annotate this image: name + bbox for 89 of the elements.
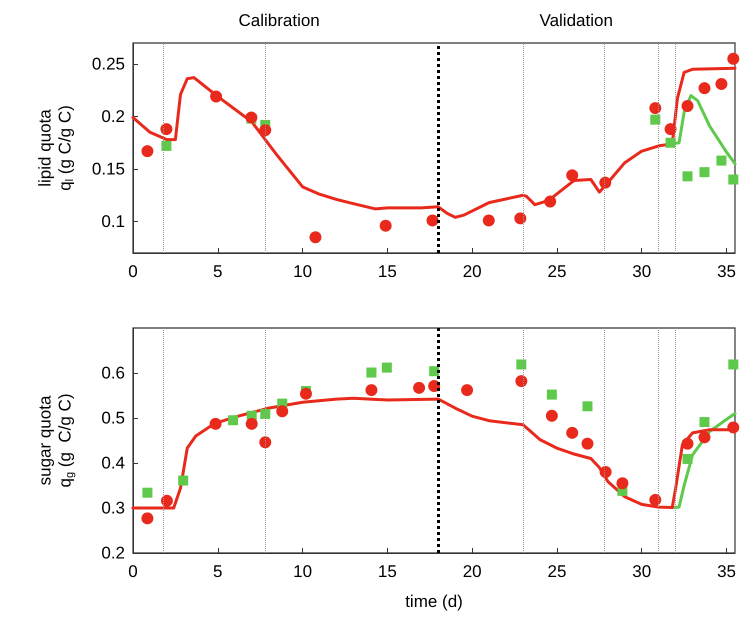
y-tick-label: 0.15 <box>92 160 125 178</box>
point <box>716 156 726 166</box>
point <box>544 196 556 208</box>
text: Calibration <box>238 11 320 30</box>
point <box>682 438 694 450</box>
point <box>664 123 677 136</box>
point <box>649 102 662 114</box>
point <box>309 231 322 244</box>
x-tick-label: 0 <box>128 562 138 581</box>
point <box>699 417 710 428</box>
point <box>259 436 272 448</box>
line-series <box>132 66 736 219</box>
point <box>516 359 526 370</box>
point <box>582 401 592 412</box>
point <box>382 362 392 373</box>
point <box>380 220 392 232</box>
line-series <box>670 412 736 510</box>
point <box>546 410 558 422</box>
x-tick-label: 5 <box>213 262 223 281</box>
point <box>682 100 694 112</box>
point <box>161 140 172 151</box>
point <box>727 52 740 65</box>
point <box>365 384 378 396</box>
point <box>682 454 693 464</box>
y-axis-title: lipid quota ql (g C/g C) <box>36 105 76 191</box>
x-axis-title: time (d) <box>405 592 463 611</box>
point <box>715 78 728 90</box>
point <box>429 366 440 376</box>
x-tick-label: 30 <box>632 562 652 581</box>
text: Validation <box>540 11 613 30</box>
point <box>210 418 222 430</box>
point <box>682 171 693 182</box>
y-tick-label: 0.25 <box>92 54 125 74</box>
point <box>276 405 288 418</box>
point <box>228 415 238 426</box>
x-tick-label: 10 <box>293 262 312 281</box>
point <box>546 390 557 400</box>
point <box>616 477 628 490</box>
point <box>650 114 660 125</box>
point <box>366 368 376 378</box>
point <box>728 174 738 184</box>
point <box>141 512 154 524</box>
y-tick-label: 0.1 <box>101 212 125 231</box>
point <box>515 375 528 388</box>
y-tick-label: 0.2 <box>101 107 125 126</box>
point <box>699 167 710 178</box>
point <box>260 408 270 419</box>
point <box>178 476 188 486</box>
point <box>413 382 426 394</box>
x-tick-label: 20 <box>462 262 482 281</box>
point <box>141 145 154 158</box>
y-tick-label: 0.2 <box>101 544 125 562</box>
x-tick-label: 25 <box>547 562 566 581</box>
x-tick-label: 20 <box>462 562 482 581</box>
x-tick-label: 5 <box>213 562 223 581</box>
point <box>728 359 738 370</box>
point <box>259 124 272 136</box>
point <box>461 384 474 396</box>
x-tick-label: 10 <box>293 562 312 581</box>
x-tick-label: 15 <box>378 262 397 281</box>
point <box>566 169 578 182</box>
point <box>426 214 438 226</box>
point <box>666 138 676 148</box>
point <box>698 82 710 94</box>
y-tick-label: 0.6 <box>101 364 125 382</box>
y-tick-label: 0.3 <box>101 498 125 518</box>
point <box>599 176 612 189</box>
x-tick-label: 30 <box>632 262 652 281</box>
point <box>246 418 258 430</box>
point <box>566 426 578 439</box>
x-tick-label: 0 <box>128 262 138 281</box>
x-tick-label: 35 <box>717 262 736 281</box>
x-tick-label: 15 <box>378 562 397 581</box>
point <box>160 494 173 507</box>
point <box>649 494 662 506</box>
point <box>210 90 222 103</box>
point <box>160 123 172 136</box>
y-tick-label: 0.4 <box>101 454 125 472</box>
point <box>300 388 312 400</box>
point <box>727 421 740 434</box>
y-tick-label: 0.5 <box>101 408 125 428</box>
point <box>142 488 152 498</box>
point <box>600 466 612 478</box>
point <box>581 438 594 450</box>
point <box>482 214 495 226</box>
x-tick-label: 25 <box>547 262 566 281</box>
point <box>514 212 526 224</box>
x-tick-label: 35 <box>717 562 736 581</box>
point <box>698 431 710 444</box>
